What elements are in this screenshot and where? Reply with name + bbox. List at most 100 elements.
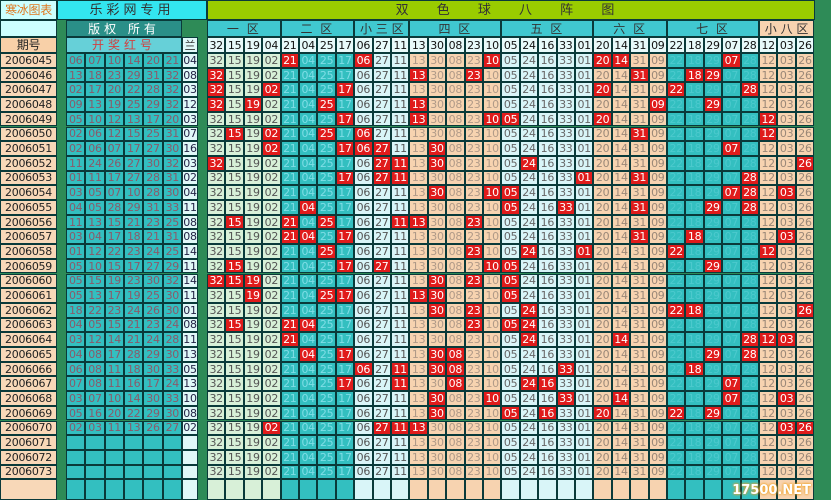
grid-cell: 14 [611,111,631,127]
grid-cell: 05 [501,376,520,392]
grid-cell: 32 [207,244,226,259]
grid-cell: 01 [575,97,594,112]
grid-cell: 04 [299,464,318,480]
drawn-red-ball: 30 [143,391,163,406]
grid-cell: 16 [538,258,557,274]
grid-cell-hit: 30 [427,141,447,156]
grid-cell: 28 [740,391,759,406]
grid-cell: 09 [648,332,667,347]
grid-cell: 08 [446,155,465,171]
grid-cell: 20 [593,420,612,436]
grid-cell: 08 [446,229,465,245]
drawn-red-ball: 32 [162,97,182,112]
grid-cell: 02 [262,258,281,274]
grid-cell: 11 [391,405,410,421]
grid-cell: 24 [519,420,539,436]
grid-cell: 06 [354,229,373,245]
grid-cell: 24 [519,82,539,98]
grid-cell: 06 [354,288,373,303]
grid-cell: 19 [243,111,263,127]
grid-cell-hit: 17 [335,141,355,156]
grid-cell: 08 [446,302,465,318]
grid-cell: 27 [372,53,391,68]
grid-cell: 04 [299,449,318,465]
grid-cell: 11 [391,141,410,156]
drawn-blue-ball: 04 [182,53,198,68]
site-banner: 乐彩网专用 [57,0,207,20]
grid-cell: 26 [795,53,815,68]
grid-cell: 17 [335,449,355,465]
drawn-red-ball [85,449,105,465]
grid-cell: 19 [243,82,263,98]
drawn-red-ball: 12 [85,244,105,259]
grid-cell: 20 [593,185,612,200]
grid-cell-hit: 31 [630,67,649,83]
drawn-red-ball: 17 [143,111,163,127]
column-number-header: 20 [593,37,612,53]
grid-cell: 33 [556,449,575,465]
column-number-header: 26 [795,37,815,53]
grid-cell: 18 [685,420,704,436]
grid-cell: 09 [648,376,667,392]
grid-cell: 12 [759,317,778,333]
grid-cell: 06 [354,449,373,465]
grid-cell-hit: 17 [335,82,355,98]
grid-cell: 13 [409,82,428,98]
grid-cell: 17 [335,200,355,215]
grid-cell: 22 [667,200,686,215]
grid-cell [538,479,557,500]
grid-cell: 01 [575,273,594,289]
grid-cell: 30 [427,111,447,127]
grid-cell: 23 [464,435,483,450]
grid-cell: 19 [243,258,263,274]
grid-cell: 13 [409,449,428,465]
grid-cell: 22 [667,449,686,465]
grid-cell: 24 [519,464,539,480]
grid-cell: 03 [777,302,796,318]
grid-cell-hit: 33 [556,361,575,377]
grid-cell: 15 [225,229,244,245]
drawn-red-ball: 33 [162,361,182,377]
grid-cell: 19 [243,155,263,171]
drawn-red-ball: 12 [104,126,124,142]
grid-cell: 09 [648,170,667,186]
drawn-red-ball: 13 [66,67,86,83]
grid-cell: 07 [722,288,741,303]
grid-cell: 33 [556,347,575,362]
grid-cell: 22 [667,214,686,230]
grid-cell: 14 [611,170,631,186]
grid-cell: 15 [225,170,244,186]
grid-cell: 22 [667,53,686,68]
zone-header: 七 区 [667,20,759,37]
grid-cell: 03 [777,53,796,68]
drawn-blue-ball [182,464,198,480]
grid-cell: 06 [354,391,373,406]
grid-cell: 18 [685,435,704,450]
grid-cell-hit: 14 [611,332,631,347]
drawn-red-ball: 08 [85,347,105,362]
grid-cell: 20 [593,332,612,347]
grid-cell: 09 [648,141,667,156]
grid-cell: 08 [446,435,465,450]
drawn-blue-ball: 08 [182,405,198,421]
grid-cell: 03 [777,317,796,333]
drawn-red-ball: 27 [143,141,163,156]
drawn-red-ball: 23 [143,317,163,333]
grid-cell: 06 [354,244,373,259]
grid-cell: 01 [575,141,594,156]
drawn-red-ball: 18 [123,229,144,245]
grid-cell: 03 [777,376,796,392]
grid-cell-hit: 25 [317,126,336,142]
grid-cell-hit: 05 [501,273,520,289]
grid-cell-hit: 20 [593,111,612,127]
grid-cell: 03 [777,361,796,377]
grid-cell: 10 [483,97,502,112]
grid-cell: 20 [593,273,612,289]
grid-cell: 09 [648,258,667,274]
drawn-red-ball: 07 [66,376,86,392]
grid-cell: 23 [464,347,483,362]
grid-cell-hit: 13 [409,288,428,303]
grid-cell: 29 [703,82,723,98]
grid-cell-hit: 29 [703,67,723,83]
grid-cell-hit: 25 [317,288,336,303]
